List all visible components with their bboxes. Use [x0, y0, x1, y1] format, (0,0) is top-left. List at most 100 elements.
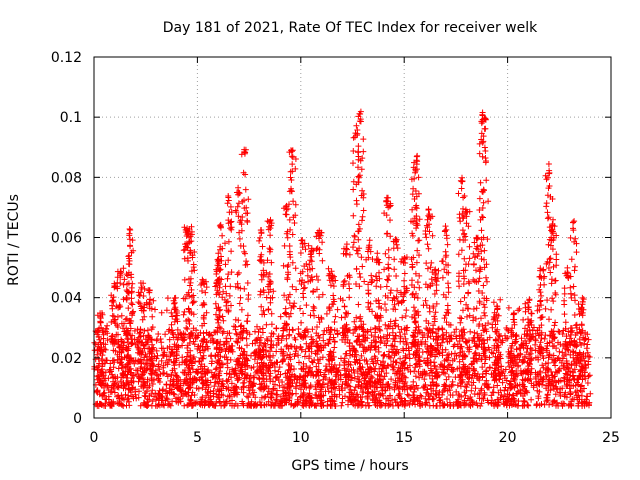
data-point — [222, 261, 229, 268]
data-point — [483, 377, 490, 384]
data-point — [355, 173, 362, 180]
data-point — [255, 329, 262, 335]
data-point — [94, 373, 101, 379]
data-point — [353, 197, 360, 204]
y-tick-label: 0.08 — [51, 170, 82, 186]
data-point — [282, 310, 288, 317]
data-point — [350, 239, 357, 246]
data-point — [240, 389, 247, 396]
data-point — [355, 236, 362, 243]
data-point — [392, 317, 399, 324]
y-tick-label: 0.12 — [51, 50, 82, 66]
data-point — [366, 402, 373, 409]
data-point — [502, 384, 509, 391]
data-point — [300, 290, 306, 297]
data-point — [350, 186, 357, 193]
data-point — [286, 394, 293, 401]
data-point — [191, 341, 198, 348]
data-point — [393, 273, 400, 279]
data-point — [295, 326, 302, 332]
data-point — [152, 306, 158, 313]
data-point — [242, 186, 249, 193]
data-point — [456, 270, 462, 277]
data-point — [155, 375, 162, 382]
data-point — [423, 302, 430, 309]
data-point — [405, 345, 412, 352]
data-point — [290, 198, 297, 205]
data-point — [309, 326, 316, 333]
data-point — [454, 396, 461, 403]
data-point — [343, 241, 350, 248]
data-point — [358, 318, 365, 325]
x-tick-label: 0 — [90, 430, 99, 446]
data-point — [350, 345, 357, 352]
data-point — [332, 376, 339, 383]
data-point — [328, 382, 335, 389]
data-point — [251, 402, 258, 408]
data-point — [408, 384, 415, 391]
data-point — [303, 402, 310, 409]
data-point — [291, 220, 298, 226]
data-point — [98, 346, 105, 353]
data-point — [519, 370, 526, 377]
data-point — [101, 389, 108, 396]
data-point — [282, 370, 289, 377]
data-point — [567, 389, 574, 395]
data-point — [567, 402, 574, 409]
data-point — [362, 374, 369, 381]
data-point — [457, 298, 464, 305]
data-point — [279, 402, 286, 409]
data-point — [581, 400, 588, 407]
data-point — [263, 294, 270, 301]
roti-series — [91, 108, 594, 409]
data-point — [95, 334, 102, 341]
data-point — [547, 255, 554, 262]
data-point — [470, 306, 477, 312]
data-point — [552, 277, 559, 284]
data-point — [324, 384, 331, 390]
data-point — [543, 176, 550, 183]
data-point — [517, 387, 524, 394]
data-point — [225, 257, 232, 264]
data-point — [536, 331, 543, 338]
data-point — [562, 319, 569, 326]
data-point — [505, 304, 512, 311]
data-point — [551, 322, 558, 329]
data-point — [421, 368, 428, 375]
data-point — [179, 342, 186, 349]
data-point — [209, 358, 215, 365]
data-point — [392, 399, 399, 406]
data-point — [482, 159, 489, 166]
data-point — [139, 316, 146, 323]
data-point — [219, 313, 226, 320]
data-point — [560, 400, 566, 407]
data-point — [237, 294, 244, 301]
data-point — [286, 332, 293, 339]
data-point — [149, 387, 156, 394]
data-point — [460, 194, 467, 201]
data-point — [448, 335, 455, 342]
data-point — [322, 388, 329, 395]
data-point — [454, 382, 461, 389]
data-point — [426, 308, 433, 315]
data-point — [264, 337, 271, 344]
data-point — [115, 365, 122, 372]
data-point — [162, 359, 169, 366]
data-point — [464, 313, 470, 320]
data-point — [313, 273, 320, 280]
data-point — [190, 292, 197, 299]
grid-lines — [94, 57, 611, 418]
data-point — [298, 386, 304, 393]
data-point — [220, 398, 227, 405]
data-point — [364, 394, 371, 401]
data-point — [477, 179, 484, 186]
data-point — [456, 338, 463, 344]
data-point — [264, 391, 271, 398]
data-point — [395, 402, 401, 409]
data-point — [442, 370, 449, 377]
data-point — [326, 351, 333, 358]
data-point — [416, 237, 423, 244]
data-point — [437, 361, 444, 368]
data-point — [519, 376, 526, 383]
data-point — [206, 331, 213, 338]
